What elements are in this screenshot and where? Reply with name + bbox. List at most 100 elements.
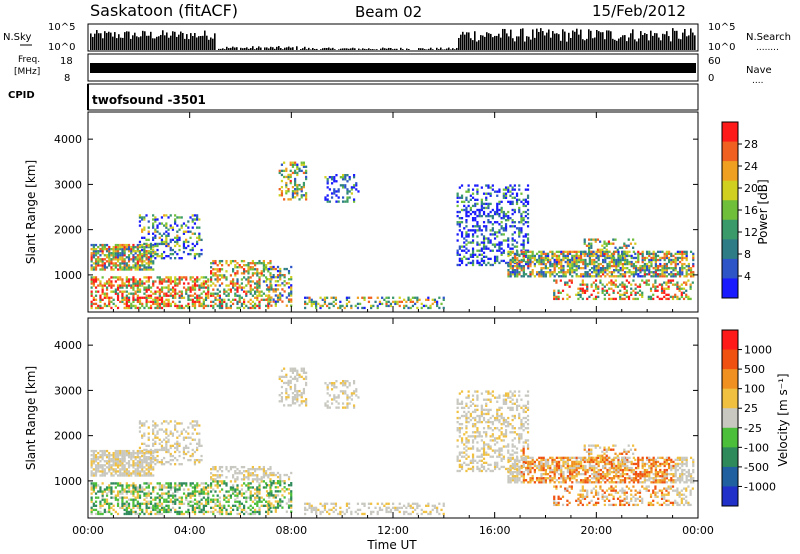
power-cell [531,252,534,256]
power-cell [601,283,604,286]
power-cell [520,269,523,272]
power-cell [147,230,150,233]
power-cell [500,225,503,228]
nsky-bar [94,33,96,50]
power-cell [617,256,620,260]
power-cell [648,273,651,276]
power-cell [476,225,479,228]
velocity-cell [225,508,228,512]
power-cell [489,249,492,252]
power-cell [571,258,574,262]
power-cell [110,262,113,265]
power-cell [154,298,157,301]
velocity-cell [152,506,155,510]
power-cell [112,284,115,287]
power-cell [577,254,580,258]
power-cell [469,253,472,256]
power-cell [634,287,637,290]
power-cell [262,270,265,273]
velocity-cell [123,472,126,475]
power-cell [141,296,144,299]
velocity-cell [97,456,100,459]
velocity-cell [127,510,131,514]
velocity-cell [152,451,155,455]
power-cell [101,290,104,293]
nsky-bar [272,47,274,50]
power-cell [685,289,688,292]
velocity-cell [149,496,153,499]
power-cell [210,292,213,295]
velocity-cell [225,496,228,499]
power-cell [478,225,481,228]
power-cell [682,287,686,290]
velocity-cell [145,502,148,505]
velocity-cell [90,486,93,489]
nsky-bar [92,36,94,50]
power-cell [681,269,684,272]
power-cell [99,300,102,304]
power-cell [524,198,527,201]
power-cell [526,196,530,199]
velocity-cell [127,504,131,507]
nsky-bar [396,48,398,50]
velocity-cell [174,510,177,514]
nave-label: Nave [746,65,772,76]
power-cell [240,286,243,289]
power-cell [654,262,657,266]
power-cell [180,278,183,281]
velocity-cell [182,502,186,505]
power-cell [207,286,210,289]
velocity-cell [198,492,201,495]
power-cell [581,283,584,286]
velocity-cell [249,494,252,497]
velocity-cell [163,500,166,503]
power-cell [174,290,177,293]
power-cell [105,254,109,257]
power-cell [154,236,157,239]
power-cell [147,278,150,281]
velocity-cell [178,496,181,499]
nsky-bar [364,48,366,50]
nsky-bar [314,48,316,50]
power-cell [482,192,486,195]
velocity-cell [103,468,106,471]
power-cell [169,282,172,285]
velocity-cell [154,504,157,507]
velocity-cell [258,508,261,512]
power-cell [595,256,598,260]
power-cell [471,239,475,242]
nsky-bar [170,35,172,50]
power-cell [685,254,688,258]
power-cell [341,184,345,187]
power-cell [101,245,104,249]
power-cell [141,228,144,231]
velocity-cell [200,482,203,485]
velocity-cell [274,508,277,511]
power-cell [504,212,508,216]
power-cell [171,290,175,293]
power-cell [147,294,150,297]
power-cell [671,297,675,301]
velocity-cell [176,436,179,439]
velocity-cell [130,498,133,501]
power-cell [407,296,410,299]
power-cell [485,247,488,250]
power-cell [204,294,208,297]
power-cell [637,260,640,264]
velocity-cell [141,470,144,473]
power-cell [138,298,142,301]
power-cell [156,290,159,293]
power-cell [612,291,615,294]
power-cell [500,253,503,256]
power-cell [251,300,254,304]
power-cell [456,221,459,224]
power-cell [127,304,131,308]
power-cell [178,296,181,299]
power-cell [229,288,232,291]
power-cell [676,297,679,301]
nsky-bar [526,36,528,50]
velocity-cell [185,484,188,487]
power-cell [632,289,635,292]
power-cell [516,258,519,262]
power-cell [566,250,569,254]
